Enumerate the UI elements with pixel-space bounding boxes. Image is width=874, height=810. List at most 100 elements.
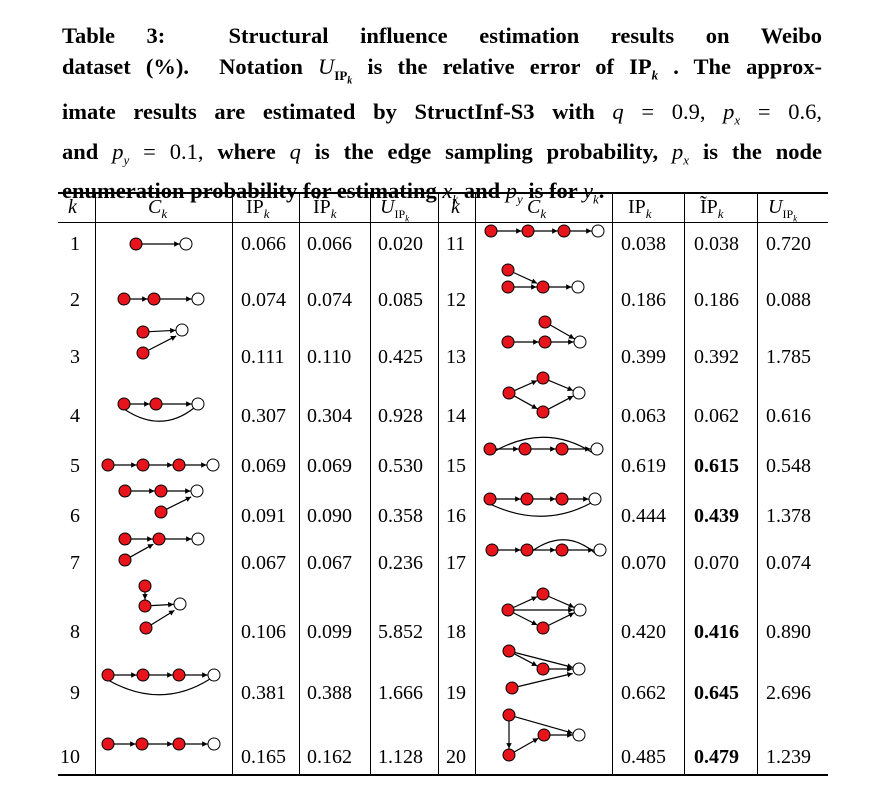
cell-k: 4 bbox=[70, 405, 80, 427]
col-sep bbox=[757, 193, 758, 775]
active-node bbox=[502, 386, 516, 400]
header-ip-2: IPk bbox=[628, 196, 652, 221]
cell-ip: 0.070 bbox=[621, 552, 666, 574]
edge-arrowhead bbox=[168, 610, 175, 616]
caption-line-1: Table 3: Structural influence estimation… bbox=[62, 23, 822, 48]
header-u-2: UIPk bbox=[768, 196, 798, 224]
active-node bbox=[501, 280, 515, 294]
cell-k: 19 bbox=[446, 682, 466, 704]
active-node bbox=[520, 492, 534, 506]
edge-arrowhead bbox=[566, 672, 573, 678]
cell-ip: 0.420 bbox=[621, 621, 666, 643]
edge-arrowhead bbox=[170, 335, 177, 341]
active-node bbox=[136, 668, 150, 682]
edge-arrowhead bbox=[568, 607, 574, 613]
cell-ip-tilde: 0.416 bbox=[694, 621, 739, 643]
header-rule bbox=[58, 222, 828, 223]
cell-k: 13 bbox=[446, 346, 466, 368]
edge-arrowhead bbox=[174, 241, 180, 247]
cell-ip-tilde: 0.186 bbox=[694, 289, 739, 311]
edge-arrowhead bbox=[185, 488, 191, 494]
active-node bbox=[536, 280, 550, 294]
col-sep bbox=[299, 193, 300, 775]
cell-u: 0.425 bbox=[378, 346, 423, 368]
cell-ip-tilde: 0.074 bbox=[307, 289, 352, 311]
active-node bbox=[537, 728, 551, 742]
active-node bbox=[117, 397, 131, 411]
cell-ip: 0.091 bbox=[241, 505, 286, 527]
target-node bbox=[590, 442, 604, 456]
cell-ip-tilde: 0.645 bbox=[694, 682, 739, 704]
cell-ip-tilde: 0.062 bbox=[694, 405, 739, 427]
header-ip-tilde: ĨPk bbox=[313, 196, 337, 221]
cell-ip-tilde: 0.099 bbox=[307, 621, 352, 643]
cell-ip: 0.038 bbox=[621, 233, 666, 255]
cell-u: 0.616 bbox=[766, 405, 811, 427]
edge-arrowhead bbox=[167, 462, 173, 468]
cell-ip: 0.662 bbox=[621, 682, 666, 704]
active-node bbox=[118, 532, 132, 546]
active-node bbox=[555, 442, 569, 456]
cell-ip: 0.444 bbox=[621, 505, 666, 527]
col-sep bbox=[612, 193, 613, 775]
active-node bbox=[483, 492, 497, 506]
cell-ip: 0.106 bbox=[241, 621, 286, 643]
active-node bbox=[555, 492, 569, 506]
cell-ip: 0.399 bbox=[621, 346, 666, 368]
target-node bbox=[572, 728, 586, 742]
cell-k: 12 bbox=[446, 289, 466, 311]
active-node bbox=[101, 458, 115, 472]
col-sep bbox=[438, 193, 439, 775]
active-node bbox=[152, 532, 166, 546]
edge-arrowhead bbox=[130, 741, 136, 747]
cell-ip: 0.111 bbox=[241, 346, 285, 368]
cell-ip-tilde: 0.304 bbox=[307, 405, 352, 427]
edge-arrowhead bbox=[515, 547, 521, 553]
edge-arrowhead bbox=[144, 401, 150, 407]
cell-u: 0.548 bbox=[766, 455, 811, 477]
active-node bbox=[136, 325, 150, 339]
header-ip-tilde-2: ĨPk bbox=[700, 196, 724, 221]
header-k: k bbox=[68, 196, 77, 218]
cell-ip-tilde: 0.066 bbox=[307, 233, 352, 255]
target-node bbox=[191, 532, 205, 546]
target-node bbox=[191, 397, 205, 411]
cell-k: 1 bbox=[70, 233, 80, 255]
edge-arrowhead bbox=[550, 547, 556, 553]
cell-ip-tilde: 0.388 bbox=[307, 682, 352, 704]
cell-k: 15 bbox=[446, 455, 466, 477]
edge-arrowhead bbox=[185, 496, 192, 502]
cell-ip-tilde: 0.110 bbox=[307, 346, 352, 368]
cell-ip-tilde: 0.615 bbox=[694, 455, 739, 477]
bottom-rule bbox=[58, 774, 828, 776]
edge bbox=[514, 716, 573, 734]
edge-arrowhead bbox=[567, 385, 573, 391]
active-node bbox=[136, 458, 150, 472]
header-ip: IPk bbox=[246, 196, 270, 221]
edge-arrowhead bbox=[186, 401, 192, 407]
edge-arrowhead bbox=[147, 536, 153, 542]
target-node bbox=[173, 597, 187, 611]
edge-arrowhead bbox=[167, 741, 173, 747]
col-sep bbox=[684, 193, 685, 775]
target-node bbox=[593, 543, 607, 557]
cell-k: 5 bbox=[70, 455, 80, 477]
cell-ip: 0.619 bbox=[621, 455, 666, 477]
edge-arrowhead bbox=[588, 547, 594, 553]
target-node bbox=[572, 386, 586, 400]
edge-arrowhead bbox=[516, 228, 522, 234]
target-node bbox=[179, 237, 193, 251]
edge-arrowhead bbox=[186, 536, 192, 542]
edge-arrowhead bbox=[586, 228, 592, 234]
cell-ip: 0.381 bbox=[241, 682, 286, 704]
active-node bbox=[518, 442, 532, 456]
edge-arrowhead bbox=[531, 403, 538, 409]
cell-ip: 0.165 bbox=[241, 746, 286, 768]
header-u: UIPk bbox=[380, 196, 410, 224]
active-node bbox=[557, 224, 571, 238]
target-node bbox=[572, 662, 586, 676]
edge-arrowhead bbox=[201, 462, 207, 468]
cell-ip: 0.063 bbox=[621, 405, 666, 427]
edge-arrowhead bbox=[531, 380, 538, 386]
edge-arrowhead bbox=[147, 544, 154, 550]
